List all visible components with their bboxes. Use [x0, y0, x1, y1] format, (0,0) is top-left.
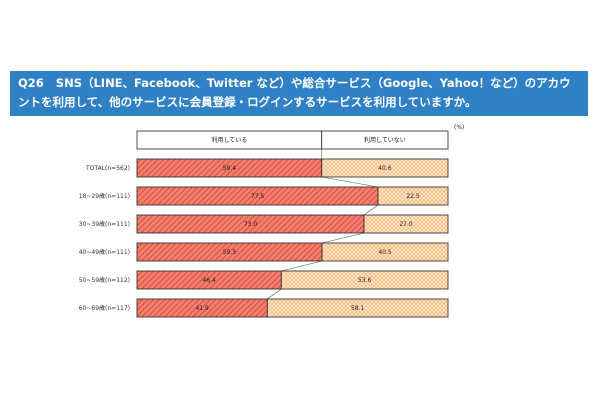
legend-label-using: 利用している: [211, 136, 247, 144]
value-label-using: 59.4: [223, 165, 237, 172]
category-label: TOTAL(n=562): [85, 165, 130, 172]
legend-box-not-using: [321, 130, 449, 150]
category-label: 50~59歳(n=112): [79, 276, 130, 284]
category-label: 40~49歳(n=111): [79, 248, 130, 256]
question-header: Q26 SNS（LINE、Facebook、Twitter など）や総合サービス（…: [10, 71, 588, 116]
category-label: 18~29歳(n=111): [79, 192, 130, 200]
value-label-using: 73.0: [244, 221, 258, 228]
question-number: Q26: [18, 76, 44, 90]
value-label-not-using: 27.0: [399, 221, 413, 228]
bar-not-using: [321, 158, 449, 178]
value-label-not-using: 40.5: [378, 249, 392, 256]
bar-not-using: [377, 186, 449, 206]
connector-line: [363, 204, 379, 216]
value-label-using: 46.4: [202, 277, 216, 284]
value-label-not-using: 58.1: [351, 305, 365, 312]
value-label-not-using: 53.6: [358, 277, 372, 284]
connector-line: [321, 176, 379, 188]
unit-label: (%): [454, 124, 464, 131]
category-label: 60~69歳(n=117): [79, 304, 130, 312]
value-label-using: 41.9: [195, 305, 209, 312]
value-label-not-using: 22.5: [406, 193, 420, 200]
bar-not-using: [280, 270, 449, 290]
category-label: 30~39歳(n=111): [79, 220, 130, 228]
legend-label-not-using: 利用していない: [364, 136, 406, 144]
connector-line: [281, 260, 323, 272]
bar-not-using: [266, 298, 449, 318]
bar-not-using: [321, 242, 449, 262]
bar-not-using: [363, 214, 449, 234]
value-label-using: 77.5: [251, 193, 265, 200]
connector-line: [267, 288, 282, 300]
value-label-using: 59.5: [223, 249, 237, 256]
connector-line: [321, 232, 365, 244]
value-label-not-using: 40.6: [378, 165, 392, 172]
question-text: SNS（LINE、Facebook、Twitter など）や総合サービス（Goo…: [18, 76, 571, 109]
